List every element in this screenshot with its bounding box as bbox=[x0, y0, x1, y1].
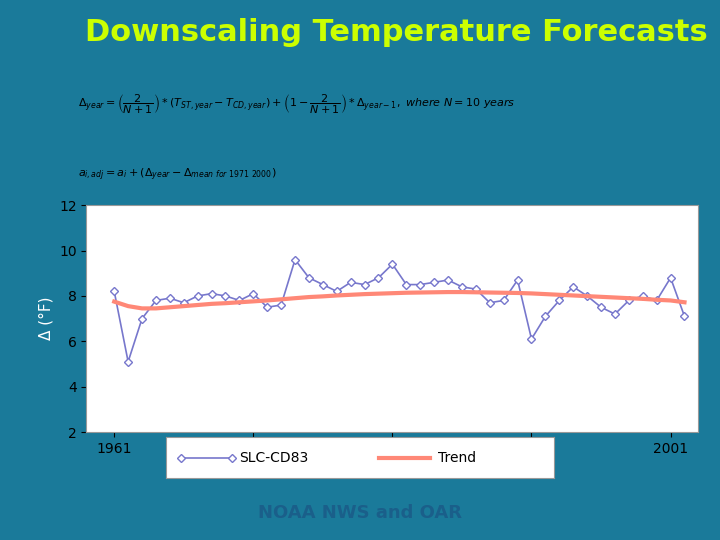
SLC-CD83 bbox=[680, 313, 689, 320]
SLC-CD83 bbox=[221, 293, 230, 299]
Trend bbox=[194, 302, 202, 308]
Trend bbox=[458, 289, 467, 295]
Trend bbox=[513, 290, 522, 296]
Trend bbox=[444, 289, 452, 295]
SLC-CD83 bbox=[500, 297, 508, 303]
SLC-CD83 bbox=[416, 281, 425, 288]
Trend bbox=[639, 295, 647, 302]
SLC-CD83 bbox=[318, 281, 327, 288]
Trend bbox=[249, 298, 258, 305]
SLC-CD83 bbox=[402, 281, 410, 288]
SLC-CD83 bbox=[138, 315, 146, 322]
Trend bbox=[263, 297, 271, 303]
SLC-CD83 bbox=[582, 293, 591, 299]
Trend bbox=[416, 289, 425, 296]
Text: Trend: Trend bbox=[438, 451, 476, 464]
SLC-CD83 bbox=[652, 297, 661, 303]
SLC-CD83 bbox=[276, 302, 285, 308]
Text: $a_{i,adj} = a_i + (\Delta_{year} - \Delta_{mean\ for\ 1971\ 2000})$: $a_{i,adj} = a_i + (\Delta_{year} - \Del… bbox=[78, 166, 277, 183]
Trend bbox=[569, 292, 577, 299]
Trend bbox=[597, 294, 606, 300]
Line: SLC-CD83: SLC-CD83 bbox=[111, 256, 688, 365]
SLC-CD83 bbox=[124, 359, 132, 365]
SLC-CD83 bbox=[430, 279, 438, 286]
SLC-CD83 bbox=[179, 300, 188, 306]
SLC-CD83 bbox=[110, 288, 119, 295]
Trend bbox=[360, 291, 369, 298]
Trend bbox=[291, 295, 300, 301]
Trend bbox=[555, 292, 564, 298]
Trend bbox=[318, 293, 327, 300]
SLC-CD83 bbox=[360, 281, 369, 288]
SLC-CD83 bbox=[513, 277, 522, 284]
Line: Trend: Trend bbox=[114, 292, 685, 308]
SLC-CD83 bbox=[639, 293, 647, 299]
Trend bbox=[527, 290, 536, 296]
SLC-CD83 bbox=[374, 274, 383, 281]
SLC-CD83 bbox=[444, 277, 452, 284]
Trend bbox=[430, 289, 438, 295]
SLC-CD83 bbox=[472, 286, 480, 292]
SLC-CD83 bbox=[458, 284, 467, 290]
Trend bbox=[110, 298, 119, 305]
Trend bbox=[207, 301, 216, 307]
SLC-CD83 bbox=[611, 311, 619, 318]
Text: Downscaling Temperature Forecasts: Downscaling Temperature Forecasts bbox=[85, 18, 707, 47]
Y-axis label: Δ (°F): Δ (°F) bbox=[38, 297, 53, 340]
SLC-CD83 bbox=[555, 297, 564, 303]
SLC-CD83 bbox=[388, 261, 397, 267]
Trend bbox=[166, 304, 174, 310]
Trend bbox=[305, 294, 313, 300]
Trend bbox=[582, 293, 591, 299]
Trend bbox=[680, 299, 689, 306]
SLC-CD83 bbox=[597, 304, 606, 310]
SLC-CD83 bbox=[249, 291, 258, 297]
Trend bbox=[179, 303, 188, 309]
SLC-CD83 bbox=[346, 279, 355, 286]
Trend bbox=[374, 291, 383, 297]
SLC-CD83 bbox=[291, 256, 300, 263]
Trend bbox=[624, 295, 633, 301]
SLC-CD83 bbox=[333, 288, 341, 295]
SLC-CD83 bbox=[305, 274, 313, 281]
Trend bbox=[221, 300, 230, 306]
Trend bbox=[666, 297, 675, 303]
Trend bbox=[500, 289, 508, 296]
SLC-CD83 bbox=[666, 274, 675, 281]
Trend bbox=[235, 299, 244, 306]
Trend bbox=[333, 292, 341, 299]
SLC-CD83 bbox=[166, 295, 174, 301]
SLC-CD83 bbox=[541, 313, 550, 320]
Trend bbox=[388, 290, 397, 296]
Trend bbox=[472, 289, 480, 295]
Trend bbox=[541, 291, 550, 298]
Trend bbox=[124, 303, 132, 309]
SLC-CD83 bbox=[485, 300, 494, 306]
SLC-CD83 bbox=[263, 304, 271, 310]
Text: $\Delta_{year} = \left(\dfrac{2}{N+1}\right)*(T_{ST,year} - T_{CD,year})+ \left(: $\Delta_{year} = \left(\dfrac{2}{N+1}\ri… bbox=[78, 92, 516, 116]
Trend bbox=[485, 289, 494, 296]
Trend bbox=[652, 296, 661, 303]
Text: NOAA NWS and OAR: NOAA NWS and OAR bbox=[258, 504, 462, 522]
Text: SLC-CD83: SLC-CD83 bbox=[240, 451, 309, 464]
SLC-CD83 bbox=[624, 297, 633, 303]
Trend bbox=[611, 294, 619, 301]
Trend bbox=[276, 296, 285, 302]
SLC-CD83 bbox=[207, 291, 216, 297]
Trend bbox=[402, 289, 410, 296]
SLC-CD83 bbox=[152, 297, 161, 303]
Trend bbox=[152, 305, 161, 312]
SLC-CD83 bbox=[569, 284, 577, 290]
Trend bbox=[138, 305, 146, 312]
SLC-CD83 bbox=[194, 293, 202, 299]
SLC-CD83 bbox=[527, 336, 536, 342]
SLC-CD83 bbox=[235, 297, 244, 303]
Trend bbox=[346, 292, 355, 298]
